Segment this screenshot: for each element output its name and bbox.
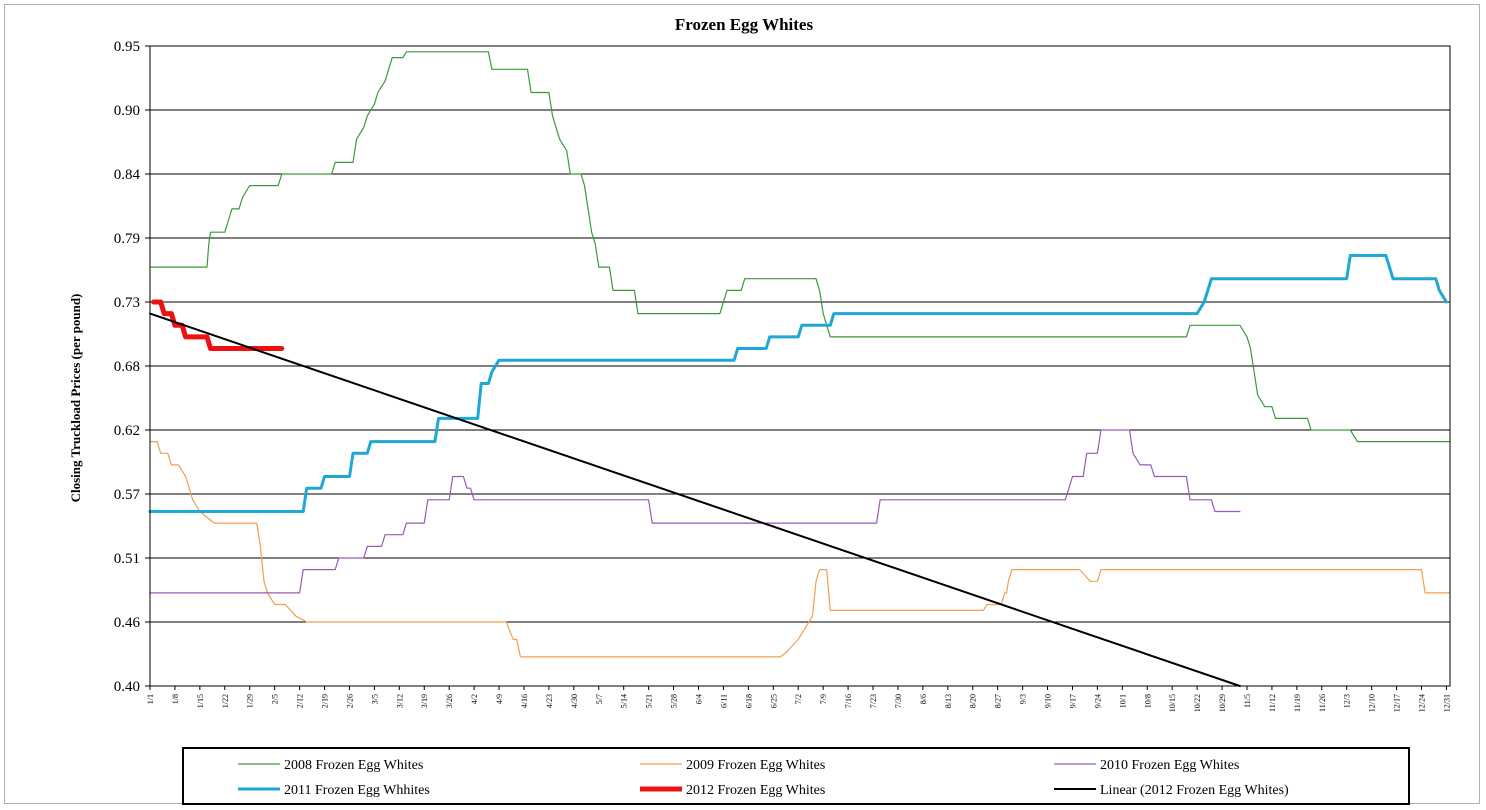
- legend-label: 2012 Frozen Egg Whites: [686, 783, 825, 798]
- x-tick-label: 4/9: [495, 694, 504, 704]
- x-axis-ticks: 1/1 1/8 1/15 1/22 1/29 2/5 2/12 2/19 2/26 3/5 3/12…: [146, 686, 1451, 712]
- x-tick-label: 10/15: [1168, 694, 1177, 712]
- x-tick-label: 1/29: [246, 694, 255, 708]
- x-tick-label: 6/4: [694, 694, 703, 704]
- x-tick-label: 4/23: [545, 694, 554, 708]
- x-tick-label: 12/17: [1393, 694, 1402, 712]
- x-tick-label: 12/10: [1368, 694, 1377, 712]
- x-tick-label: 11/26: [1318, 694, 1327, 712]
- x-tick-label: 12/31: [1442, 694, 1451, 712]
- x-tick-label: 11/5: [1243, 694, 1252, 708]
- x-tick-label: 1/15: [196, 694, 205, 708]
- legend-label: 2009 Frozen Egg Whites: [686, 758, 825, 773]
- x-tick-label: 10/8: [1143, 694, 1152, 708]
- x-tick-label: 2/26: [345, 694, 354, 708]
- x-tick-label: 9/3: [1019, 694, 1028, 704]
- x-tick-label: 6/18: [744, 694, 753, 708]
- y-axis-ticks: 0.40 0.46 0.51 0.57 0.62 0.68 0.73 0.79 0.84 0.90…: [114, 39, 150, 695]
- x-tick-label: 3/26: [445, 694, 454, 708]
- plot-area: [149, 45, 1451, 687]
- x-tick-label: 5/7: [595, 694, 604, 704]
- x-tick-label: 8/13: [944, 694, 953, 708]
- legend-label: 2011 Frozen Egg Whhites: [284, 783, 430, 798]
- y-tick-label: 0.90: [114, 103, 140, 119]
- x-tick-label: 8/6: [919, 694, 928, 704]
- x-tick-label: 7/16: [844, 694, 853, 708]
- x-tick-label: 10/29: [1218, 694, 1227, 712]
- gridlines: [150, 45, 1450, 687]
- x-tick-label: 9/17: [1068, 694, 1077, 708]
- y-tick-label: 0.62: [114, 423, 140, 439]
- x-tick-label: 10/1: [1118, 694, 1127, 708]
- x-tick-label: 6/11: [719, 694, 728, 708]
- x-tick-label: 1/1: [146, 694, 155, 704]
- chart-title: Frozen Egg Whites: [675, 15, 814, 34]
- y-tick-label: 0.57: [114, 487, 141, 503]
- legend-label: Linear (2012 Frozen Egg Whites): [1100, 783, 1289, 798]
- x-tick-label: 7/9: [819, 694, 828, 704]
- x-tick-label: 1/8: [171, 694, 180, 704]
- x-tick-label: 2/19: [321, 694, 330, 708]
- legend-label: 2008 Frozen Egg Whites: [284, 758, 423, 773]
- x-tick-label: 2/12: [296, 694, 305, 708]
- y-tick-label: 0.51: [114, 551, 140, 567]
- series-line-2: [149, 429, 1241, 594]
- x-tick-label: 7/2: [794, 694, 803, 704]
- y-tick-label: 0.79: [114, 231, 140, 247]
- x-tick-label: 10/22: [1193, 694, 1202, 712]
- plot-series: [148, 51, 1451, 687]
- x-tick-label: 6/25: [769, 694, 778, 708]
- legend-label: 2010 Frozen Egg Whites: [1100, 758, 1239, 773]
- x-tick-label: 8/20: [969, 694, 978, 708]
- series-line-4: [151, 299, 285, 351]
- x-tick-label: 12/24: [1418, 694, 1427, 712]
- x-tick-label: 8/27: [994, 694, 1003, 708]
- x-tick-label: 3/12: [395, 694, 404, 708]
- x-tick-label: 3/19: [420, 694, 429, 708]
- x-tick-label: 7/23: [869, 694, 878, 708]
- legend: 2008 Frozen Egg Whites 2009 Frozen Egg Wh…: [182, 747, 1410, 805]
- x-tick-label: 12/3: [1343, 694, 1352, 708]
- legend-box: [182, 747, 1410, 805]
- y-tick-label: 0.40: [114, 679, 140, 695]
- x-tick-label: 5/21: [645, 694, 654, 708]
- x-tick-label: 11/19: [1293, 694, 1302, 712]
- x-tick-label: 11/12: [1268, 694, 1277, 712]
- x-tick-label: 9/10: [1044, 694, 1053, 708]
- series-line-5: [149, 312, 1241, 687]
- y-tick-label: 0.84: [114, 167, 141, 183]
- x-tick-label: 4/16: [520, 694, 529, 708]
- x-tick-label: 4/2: [470, 694, 479, 704]
- y-tick-label: 0.73: [114, 295, 140, 311]
- x-tick-label: 2/5: [271, 694, 280, 704]
- x-tick-label: 3/5: [370, 694, 379, 704]
- series-line-3: [148, 254, 1448, 513]
- x-tick-label: 5/28: [670, 694, 679, 708]
- y-tick-label: 0.46: [114, 615, 141, 631]
- y-tick-label: 0.68: [114, 359, 140, 375]
- x-tick-label: 1/22: [221, 694, 230, 708]
- x-tick-label: 5/14: [620, 694, 629, 708]
- x-tick-label: 4/30: [570, 694, 579, 708]
- x-tick-label: 7/30: [894, 694, 903, 708]
- series-line-0: [149, 51, 1451, 443]
- x-tick-label: 9/24: [1093, 694, 1102, 708]
- series-line-1: [149, 441, 1451, 658]
- y-axis-label: Closing Truckload Prices (per pound): [68, 294, 83, 503]
- y-tick-label: 0.95: [114, 39, 140, 55]
